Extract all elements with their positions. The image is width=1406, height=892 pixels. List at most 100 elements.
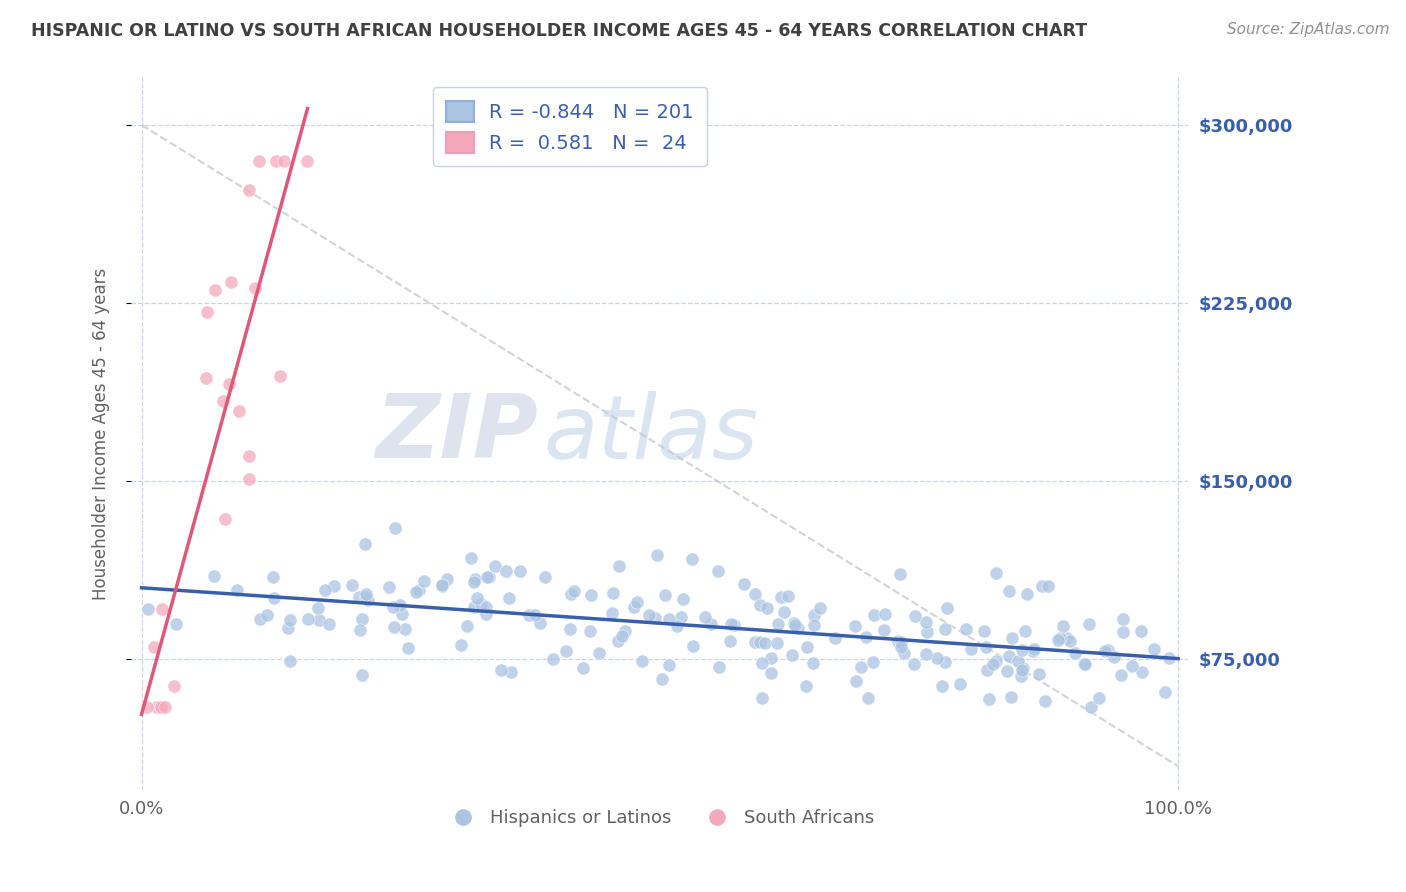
Point <box>844 619 866 633</box>
Point <box>1073 657 1095 672</box>
Point <box>644 611 666 625</box>
Point <box>783 617 806 632</box>
Point <box>408 583 430 598</box>
Point <box>681 551 703 566</box>
Point <box>394 622 416 636</box>
Point <box>890 635 912 649</box>
Point <box>256 607 278 622</box>
Point <box>391 607 413 622</box>
Point <box>723 618 745 632</box>
Point <box>143 640 166 655</box>
Point <box>354 590 377 604</box>
Point <box>998 648 1021 663</box>
Point <box>979 691 1001 706</box>
Point <box>759 651 782 665</box>
Point <box>856 691 879 706</box>
Point <box>278 654 301 668</box>
Point <box>413 574 436 588</box>
Point <box>651 672 673 686</box>
Point <box>340 578 363 592</box>
Point <box>578 624 600 638</box>
Point <box>709 660 731 674</box>
Point <box>357 592 380 607</box>
Point <box>1011 642 1033 657</box>
Point <box>554 644 576 658</box>
Point <box>672 591 695 606</box>
Point <box>384 521 406 535</box>
Point <box>1036 579 1059 593</box>
Point <box>571 661 593 675</box>
Point <box>489 663 512 677</box>
Point <box>249 612 271 626</box>
Point <box>212 393 235 408</box>
Point <box>915 615 938 629</box>
Point <box>803 618 825 632</box>
Point <box>238 182 260 196</box>
Point <box>558 623 581 637</box>
Point <box>1157 650 1180 665</box>
Point <box>631 654 654 668</box>
Point <box>524 608 547 623</box>
Point <box>927 651 949 665</box>
Point <box>1052 618 1074 632</box>
Point <box>382 620 405 634</box>
Point <box>297 612 319 626</box>
Point <box>890 640 912 654</box>
Point <box>517 608 540 623</box>
Point <box>529 616 551 631</box>
Point <box>1112 612 1135 626</box>
Point <box>262 570 284 584</box>
Point <box>1059 634 1081 648</box>
Point <box>1017 587 1039 601</box>
Point <box>638 607 661 622</box>
Point <box>915 625 938 640</box>
Point <box>606 634 628 648</box>
Point <box>995 665 1018 679</box>
Text: ZIP: ZIP <box>375 390 538 477</box>
Point <box>744 587 766 601</box>
Point <box>973 624 995 639</box>
Point <box>1000 690 1022 704</box>
Point <box>959 641 981 656</box>
Point <box>886 634 908 648</box>
Point <box>626 594 648 608</box>
Point <box>465 591 488 605</box>
Point <box>1022 642 1045 657</box>
Point <box>238 449 260 463</box>
Point <box>1007 654 1029 668</box>
Point <box>470 597 492 611</box>
Point <box>1112 625 1135 640</box>
Point <box>776 589 799 603</box>
Point <box>1047 633 1070 648</box>
Point <box>915 647 938 661</box>
Point <box>278 614 301 628</box>
Point <box>150 602 173 616</box>
Legend: Hispanics or Latinos, South Africans: Hispanics or Latinos, South Africans <box>439 802 882 834</box>
Point <box>851 660 873 674</box>
Point <box>600 606 623 620</box>
Point <box>314 582 336 597</box>
Point <box>935 601 957 615</box>
Point <box>226 582 249 597</box>
Point <box>602 586 624 600</box>
Point <box>863 607 886 622</box>
Point <box>658 612 681 626</box>
Point <box>787 620 810 634</box>
Point <box>794 679 817 693</box>
Point <box>658 658 681 673</box>
Point <box>768 617 790 632</box>
Point <box>277 621 299 635</box>
Text: Source: ZipAtlas.com: Source: ZipAtlas.com <box>1226 22 1389 37</box>
Point <box>498 591 520 605</box>
Point <box>720 616 742 631</box>
Text: HISPANIC OR LATINO VS SOUTH AFRICAN HOUSEHOLDER INCOME AGES 45 - 64 YEARS CORREL: HISPANIC OR LATINO VS SOUTH AFRICAN HOUS… <box>31 22 1087 40</box>
Point <box>145 699 167 714</box>
Point <box>352 612 374 626</box>
Point <box>1077 617 1099 632</box>
Point <box>1010 669 1032 683</box>
Point <box>773 605 796 619</box>
Y-axis label: Householder Income Ages 45 - 64 years: Householder Income Ages 45 - 64 years <box>93 268 110 599</box>
Point <box>654 589 676 603</box>
Point <box>464 572 486 586</box>
Point <box>356 587 378 601</box>
